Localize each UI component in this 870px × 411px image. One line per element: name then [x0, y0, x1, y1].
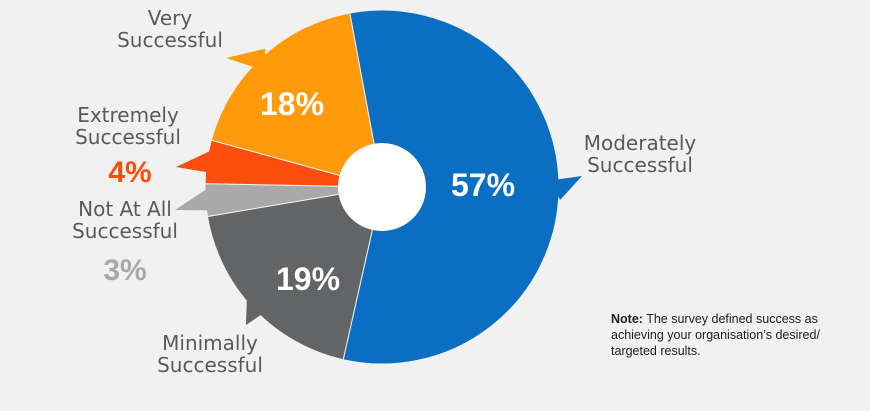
callout-pointer — [176, 151, 213, 174]
callout-pointer — [246, 300, 267, 325]
callout-pointer — [175, 189, 213, 211]
callout-pointer — [549, 176, 582, 201]
slice-category-label: Extremely Successful — [75, 103, 181, 149]
slice-value-label: 3% — [103, 254, 146, 287]
note-label: Note: — [611, 312, 643, 326]
slice-value-label: 57% — [451, 167, 515, 203]
slice-value-label: 19% — [276, 261, 340, 297]
donut-hole — [338, 143, 426, 231]
slice-value-label: 4% — [108, 156, 151, 189]
slice-category-label: Very Successful — [117, 6, 223, 52]
slice-value-label: 18% — [260, 86, 324, 122]
callout-pointer — [226, 48, 266, 71]
slice-category-label: Not At All Successful — [72, 197, 178, 243]
slice-category-label: Moderately Successful — [584, 131, 697, 177]
footnote: Note: The survey defined success as achi… — [611, 311, 861, 359]
slice-category-label: Minimally Successful — [157, 331, 263, 377]
note-text: The survey defined success as achieving … — [611, 312, 820, 358]
